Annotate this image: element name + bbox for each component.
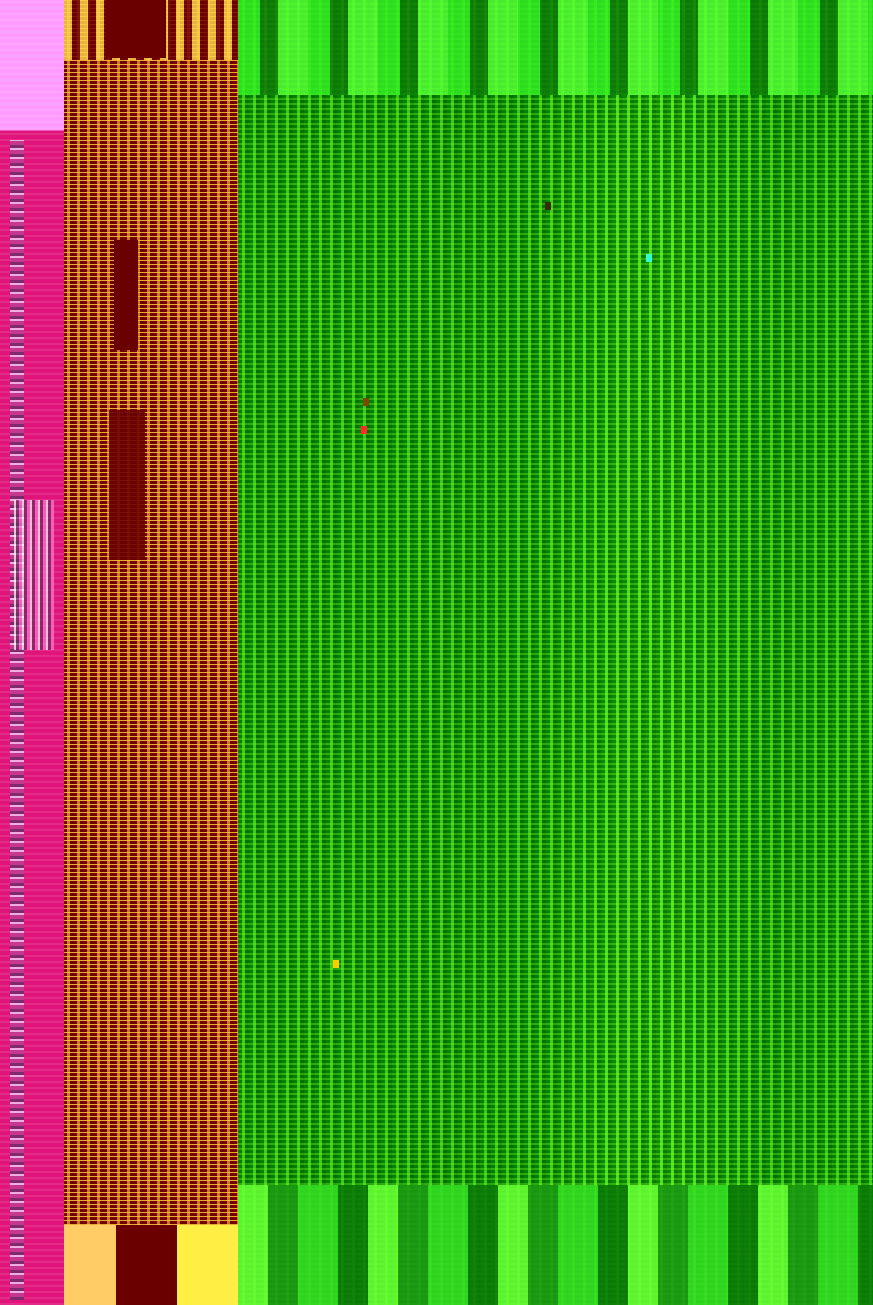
pink-noise-strip	[0, 0, 64, 1305]
green-strip-top-band	[238, 0, 873, 95]
green-strip-bottom-band	[238, 1185, 873, 1305]
noise-dot	[333, 960, 339, 968]
green-noise-strip	[238, 0, 873, 1305]
noise-dot	[363, 398, 369, 406]
noise-dot	[545, 202, 551, 210]
red-strip-dark-block	[114, 240, 138, 350]
red-strip-dark-block-2	[109, 410, 145, 560]
noise-dot	[646, 254, 652, 262]
red-noise-strip	[64, 0, 238, 1305]
red-strip-bottom-band	[64, 1225, 238, 1305]
red-strip-top-block	[106, 0, 166, 58]
noise-dot	[361, 426, 367, 434]
